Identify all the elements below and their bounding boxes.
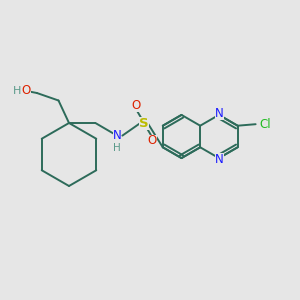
Text: Cl: Cl [260,118,271,131]
Text: N: N [215,153,224,166]
Text: O: O [22,84,31,98]
Text: H: H [13,86,22,96]
Text: N: N [112,129,122,142]
Text: O: O [148,134,157,148]
Text: H: H [113,143,121,153]
Text: S: S [139,116,149,130]
Text: O: O [131,98,140,112]
Text: N: N [215,107,224,120]
